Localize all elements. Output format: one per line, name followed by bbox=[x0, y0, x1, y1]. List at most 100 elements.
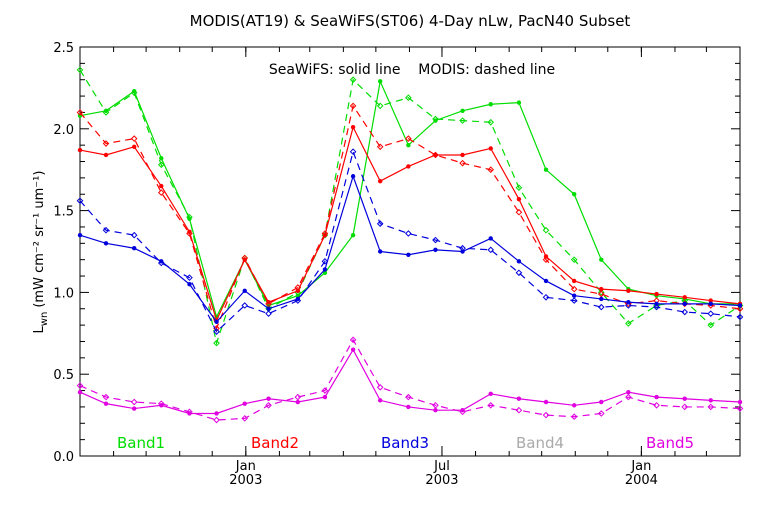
band2-seawifs-point bbox=[433, 152, 438, 158]
band1-modis-point bbox=[625, 320, 632, 327]
y-tick-label: 1.5 bbox=[53, 205, 74, 220]
band2-seawifs-point bbox=[266, 300, 271, 305]
band1-modis-point bbox=[515, 184, 523, 192]
band3-seawifs-point bbox=[214, 319, 219, 325]
band2-modis-point bbox=[405, 135, 412, 142]
band1-modis-point bbox=[157, 161, 165, 169]
band5-seawifs-point bbox=[77, 389, 83, 395]
band2-modis-point bbox=[376, 143, 384, 151]
band1-seawifs-point bbox=[488, 102, 493, 107]
band3-seawifs-point bbox=[516, 259, 522, 264]
band2-seawifs-point bbox=[131, 144, 137, 149]
band5-seawifs-point bbox=[242, 401, 247, 406]
band3-seawifs-point bbox=[543, 278, 549, 284]
band3-seawifs-point bbox=[159, 259, 164, 264]
band3-modis-point bbox=[707, 310, 715, 317]
band5-seawifs-point bbox=[460, 407, 465, 413]
band3-modis-point bbox=[241, 302, 249, 309]
band2-seawifs-point bbox=[350, 124, 356, 130]
y-axis-label-subscript: wn bbox=[39, 312, 50, 327]
band1-seawifs-point bbox=[599, 257, 604, 262]
band3-modis-point bbox=[570, 297, 578, 304]
band3-modis-point bbox=[653, 303, 660, 311]
band3-modis-point bbox=[542, 294, 550, 301]
legend-band3: Band3 bbox=[381, 434, 429, 452]
band1-seawifs-point bbox=[460, 108, 465, 114]
band2-modis-point bbox=[349, 102, 357, 110]
band5-modis-point bbox=[213, 416, 220, 424]
band5-seawifs-point bbox=[433, 407, 438, 413]
x-tick-month-label: Jul bbox=[433, 459, 450, 474]
band3-modis-point bbox=[76, 197, 84, 205]
band2-modis-point bbox=[515, 208, 523, 216]
band5-modis-point bbox=[349, 336, 357, 344]
band3-modis-point bbox=[597, 303, 605, 311]
band2-seawifs-point bbox=[708, 298, 713, 303]
band3-seawifs-point bbox=[377, 249, 383, 254]
band3-modis-point bbox=[376, 220, 384, 227]
band1-modis-point bbox=[213, 339, 220, 347]
band5-modis-point bbox=[653, 401, 660, 409]
band3-modis-point bbox=[515, 269, 523, 277]
band5-seawifs-point bbox=[266, 396, 271, 401]
legend-band4: Band4 bbox=[516, 434, 564, 452]
band3-seawifs-point bbox=[242, 288, 247, 293]
band5-seawifs-point bbox=[131, 406, 137, 411]
band5-modis-point bbox=[102, 393, 110, 401]
band5-seawifs-point bbox=[626, 389, 631, 395]
band1-seawifs-point bbox=[322, 270, 328, 275]
band3-seawifs-point bbox=[187, 282, 192, 287]
band3-modis-point bbox=[102, 226, 110, 234]
band3-modis-point bbox=[625, 302, 632, 309]
band3-seawifs-point bbox=[460, 249, 465, 254]
plot-frame bbox=[79, 46, 741, 457]
band5-modis-point bbox=[321, 387, 329, 394]
band5-modis-point bbox=[294, 393, 302, 401]
band5-seawifs-point bbox=[187, 411, 192, 416]
legend-band2: Band2 bbox=[251, 434, 299, 452]
band5-seawifs-point bbox=[654, 394, 659, 400]
band3-seawifs-point bbox=[737, 303, 743, 308]
band1-seawifs-line bbox=[79, 79, 740, 319]
y-tick-label: 2.5 bbox=[53, 41, 74, 56]
band2-seawifs-point bbox=[543, 254, 549, 259]
band3-seawifs-point bbox=[322, 267, 328, 272]
band3-seawifs-point bbox=[654, 301, 659, 307]
band5-modis-point bbox=[376, 383, 384, 391]
band2-modis-point bbox=[459, 159, 466, 167]
band3-seawifs-point bbox=[488, 236, 493, 241]
band5-modis-point bbox=[405, 393, 412, 401]
band2-seawifs-point bbox=[626, 288, 631, 293]
band2-seawifs-point bbox=[295, 288, 301, 293]
band3-modis-line bbox=[79, 149, 741, 333]
band1-modis-point bbox=[349, 76, 357, 84]
band5-modis-point bbox=[570, 413, 578, 421]
band2-seawifs-point bbox=[571, 278, 577, 284]
band3-modis-point bbox=[681, 308, 689, 316]
band2-modis-point bbox=[736, 305, 744, 313]
y-tick-label: 1.0 bbox=[53, 286, 74, 301]
band2-modis-point bbox=[157, 189, 165, 196]
band2-seawifs-point bbox=[377, 178, 383, 184]
band5-seawifs-line bbox=[79, 348, 741, 415]
chart-title: MODIS(AT19) & SeaWiFS(ST06) 4-Day nLw, P… bbox=[190, 12, 631, 30]
band3-seawifs-point bbox=[266, 306, 271, 311]
y-axis-label-units: (mW cm⁻² sr⁻¹ um⁻¹) bbox=[32, 171, 47, 308]
band2-seawifs-line bbox=[79, 125, 741, 322]
band1-seawifs-point bbox=[433, 118, 438, 123]
band5-seawifs-point bbox=[406, 404, 411, 410]
band2-seawifs-point bbox=[322, 232, 328, 238]
band3-seawifs-point bbox=[599, 296, 604, 302]
band1-seawifs-point bbox=[516, 100, 522, 105]
band3-modis-point bbox=[405, 230, 412, 237]
band5-seawifs-point bbox=[103, 401, 109, 406]
band1-modis-point bbox=[376, 102, 384, 110]
band2-seawifs-point bbox=[242, 257, 247, 262]
band1-seawifs-point bbox=[571, 192, 577, 197]
band2-seawifs-point bbox=[654, 291, 659, 297]
x-tick-year-label: 2004 bbox=[625, 473, 658, 488]
band5-seawifs-point bbox=[377, 398, 383, 403]
band1-modis-point bbox=[459, 117, 466, 124]
band3-seawifs-point bbox=[682, 301, 687, 307]
